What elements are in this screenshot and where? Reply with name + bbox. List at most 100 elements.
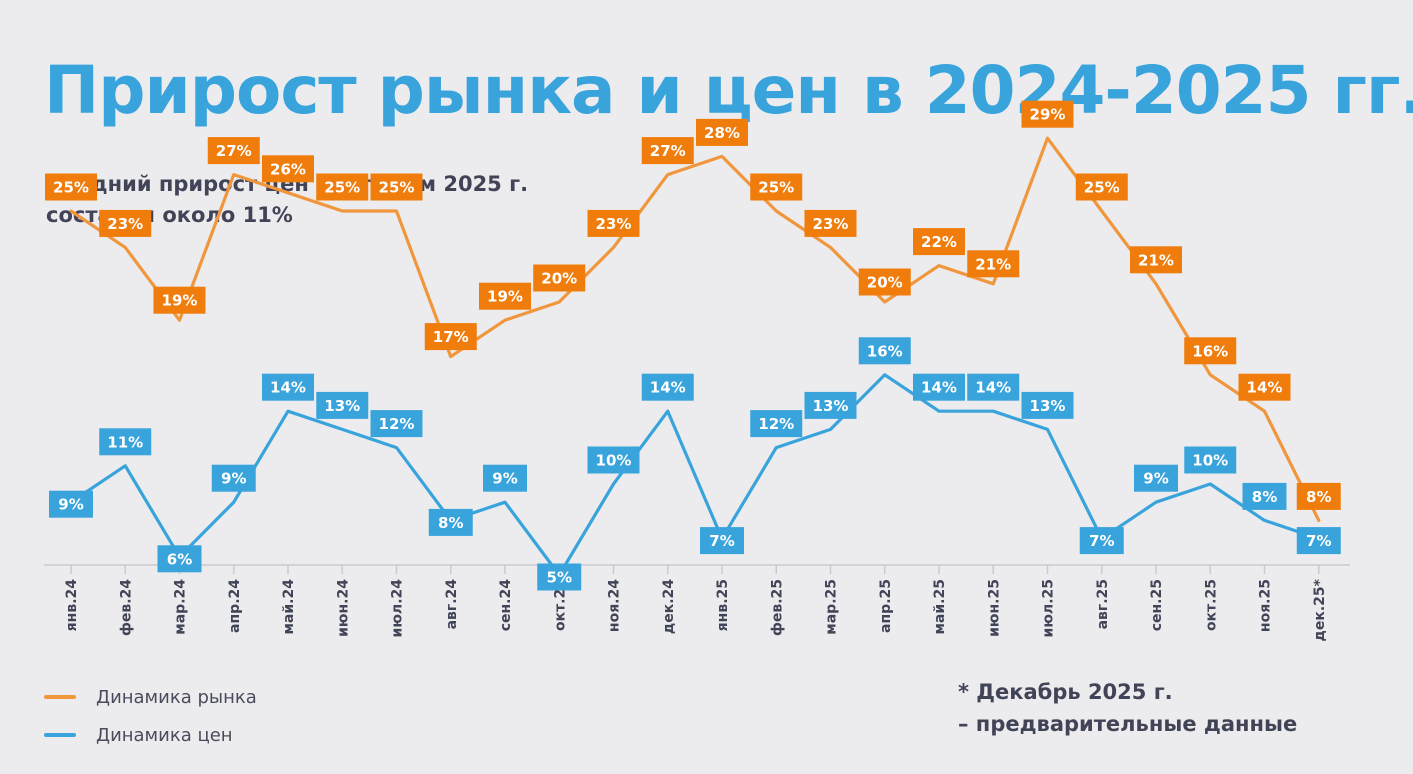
series-lines <box>69 136 1321 577</box>
data-label-box-market <box>750 173 803 201</box>
series-line-market <box>69 136 1321 523</box>
data-label-prices: 12% <box>758 415 794 433</box>
x-tick-label: ноя.24 <box>607 579 623 632</box>
data-label-box-market <box>207 137 260 165</box>
x-tick-label: май.25 <box>932 579 948 635</box>
data-label-prices: 14% <box>921 379 957 397</box>
data-label-box-prices <box>1296 527 1341 555</box>
data-label-market: 27% <box>650 142 686 160</box>
data-label-prices: 14% <box>270 379 306 397</box>
data-label-prices: 13% <box>1030 397 1066 415</box>
data-label-box-market <box>641 137 694 165</box>
data-label-box-market <box>99 209 152 237</box>
data-label-prices: 14% <box>975 379 1011 397</box>
legend-swatch-market <box>44 695 76 699</box>
data-label-market: 23% <box>107 215 143 233</box>
data-label-box-market <box>1296 482 1341 510</box>
x-axis: янв.24 фев.24 мар.24 апр.24 май.24 июн.24 июл.… <box>44 564 1350 641</box>
data-label-prices: 7% <box>709 532 734 550</box>
data-label-box-market <box>316 173 369 201</box>
x-tick-label: сен.25 <box>1149 579 1165 631</box>
data-label-box-prices <box>483 464 527 492</box>
chart-legend: Динамика рынка Динамика цен <box>44 678 257 754</box>
data-labels: 25% 23% 19% 27% 26% 25% 25% 17% 19% 20% 23% 27% 28% 2… <box>45 100 1341 591</box>
data-label-prices: 14% <box>650 379 686 397</box>
data-label-box-prices <box>370 410 423 438</box>
data-label-prices: 9% <box>492 470 517 488</box>
data-label-market: 23% <box>813 215 849 233</box>
legend-swatch-prices <box>44 733 76 737</box>
x-tick-label: июл.25 <box>1041 579 1057 637</box>
data-label-box-market <box>153 286 206 314</box>
x-tick-label: май.24 <box>281 579 297 635</box>
x-tick-label: июн.24 <box>335 579 351 637</box>
data-label-box-prices <box>804 391 857 419</box>
data-label-prices: 13% <box>324 397 360 415</box>
data-label-box-market <box>424 323 477 351</box>
data-label-box-prices <box>1079 527 1124 555</box>
data-label-box-market <box>1184 337 1237 365</box>
data-label-prices: 8% <box>438 514 463 532</box>
data-label-prices: 13% <box>813 397 849 415</box>
data-label-market: 16% <box>1192 342 1228 360</box>
data-label-box-market <box>45 173 97 201</box>
x-tick-label: янв.24 <box>64 579 80 632</box>
data-label-prices: 16% <box>867 342 903 360</box>
x-tick-label: апр.24 <box>227 579 243 633</box>
data-label-box-prices <box>1242 482 1287 510</box>
data-label-box-prices <box>157 545 202 573</box>
footnote-line-1: * Декабрь 2025 г. <box>958 680 1173 704</box>
data-label-prices: 7% <box>1089 532 1114 550</box>
x-tick-label: ноя.25 <box>1258 579 1274 632</box>
data-label-market: 14% <box>1247 379 1283 397</box>
data-label-market: 26% <box>270 160 306 178</box>
data-label-box-market <box>1238 373 1291 401</box>
x-tick-label: авг.25 <box>1095 579 1111 629</box>
data-label-market: 21% <box>1138 251 1174 269</box>
footnote-line-2: – предварительные данные <box>958 712 1298 736</box>
x-tick-label: июн.25 <box>986 579 1002 637</box>
data-label-box-prices <box>1021 391 1074 419</box>
data-label-box-prices <box>316 391 369 419</box>
data-label-prices: 9% <box>1143 470 1168 488</box>
data-label-prices: 7% <box>1306 532 1331 550</box>
data-label-prices: 8% <box>1252 488 1277 506</box>
data-label-prices: 12% <box>379 415 415 433</box>
x-tick-label: сен.24 <box>498 579 514 632</box>
data-label-box-prices <box>1184 446 1237 474</box>
x-tick-label: дек.24 <box>661 579 677 634</box>
data-label-market: 19% <box>162 292 198 310</box>
data-label-market: 29% <box>1030 106 1066 124</box>
data-label-prices: 5% <box>547 569 572 587</box>
data-label-box-market <box>804 209 857 237</box>
data-label-market: 20% <box>541 270 577 288</box>
series-line-prices <box>69 373 1321 577</box>
data-label-box-prices <box>262 373 314 401</box>
data-label-box-market <box>1130 246 1182 274</box>
data-label-prices: 10% <box>596 452 632 470</box>
data-label-box-prices <box>858 337 911 365</box>
data-label-market: 28% <box>704 124 740 142</box>
x-tick-label: мар.25 <box>824 579 840 635</box>
data-label-market: 21% <box>975 255 1011 273</box>
data-label-prices: 9% <box>221 470 246 488</box>
data-label-box-prices <box>750 410 803 438</box>
data-label-box-market <box>967 250 1020 278</box>
data-label-market: 20% <box>867 274 903 292</box>
x-tick-label: дек.25* <box>1312 578 1328 641</box>
data-label-box-market <box>1021 100 1074 128</box>
data-label-box-prices <box>1134 464 1178 492</box>
data-label-box-market <box>370 173 423 201</box>
x-tick-label: окт.24 <box>552 579 568 631</box>
legend-item-market: Динамика рынка <box>44 678 257 716</box>
legend-item-prices: Динамика цен <box>44 716 257 754</box>
data-label-market: 25% <box>758 179 794 197</box>
page-title: Прирост рынка и цен в 2024-2025 гг. <box>44 52 1413 129</box>
data-label-box-prices <box>641 373 694 401</box>
data-label-market: 17% <box>433 328 469 346</box>
x-tick-label: окт.25 <box>1203 579 1219 631</box>
data-label-box-prices <box>913 373 965 401</box>
data-label-box-prices <box>428 508 473 536</box>
data-label-market: 25% <box>379 179 415 197</box>
